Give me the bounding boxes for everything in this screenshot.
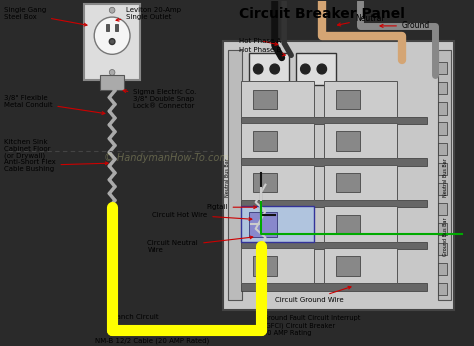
Bar <box>230 223 238 235</box>
Bar <box>249 212 277 237</box>
Bar <box>241 117 427 124</box>
Bar <box>324 81 397 117</box>
Bar <box>230 122 238 135</box>
Bar <box>241 283 427 291</box>
Bar <box>254 173 277 192</box>
Bar <box>241 248 314 283</box>
Bar <box>241 242 427 249</box>
Bar <box>100 75 124 90</box>
Text: Circuit Hot Wire: Circuit Hot Wire <box>152 211 252 220</box>
FancyBboxPatch shape <box>223 40 454 310</box>
Bar <box>241 206 314 242</box>
Bar <box>115 24 118 31</box>
Bar <box>324 248 397 283</box>
Bar <box>296 53 336 85</box>
Bar <box>230 82 238 94</box>
Bar <box>241 165 314 200</box>
Bar <box>438 203 447 215</box>
Bar <box>241 206 314 242</box>
Text: Circuit Neutral
Wire: Circuit Neutral Wire <box>147 236 253 253</box>
Text: NM-B 12/2 Cable (20 AMP Rated): NM-B 12/2 Cable (20 AMP Rated) <box>95 337 210 344</box>
Text: Hot Phase B: Hot Phase B <box>239 47 285 56</box>
Circle shape <box>109 7 115 13</box>
Bar <box>438 163 447 175</box>
Text: Branch Circuit: Branch Circuit <box>109 315 158 320</box>
Text: 3/8" Flexible
Metal Conduit: 3/8" Flexible Metal Conduit <box>4 95 105 115</box>
Bar <box>230 143 238 155</box>
Bar <box>230 203 238 215</box>
Text: Anti-Short Flex
Cable Bushing: Anti-Short Flex Cable Bushing <box>4 159 108 172</box>
Circle shape <box>317 64 327 74</box>
Circle shape <box>301 64 310 74</box>
Text: Circuit Breaker Panel: Circuit Breaker Panel <box>239 7 405 21</box>
Bar <box>438 183 447 195</box>
Bar <box>438 102 447 115</box>
Bar <box>241 158 427 165</box>
Text: Sigma Electric Co.
3/8" Double Snap
Lock® Connector: Sigma Electric Co. 3/8" Double Snap Lock… <box>123 89 197 109</box>
Bar <box>230 163 238 175</box>
Bar <box>249 53 289 85</box>
Bar <box>438 122 447 135</box>
Bar <box>336 173 359 192</box>
Bar <box>254 90 277 109</box>
Text: Ground: Ground <box>380 21 430 30</box>
Bar <box>336 90 359 109</box>
Bar <box>438 62 447 74</box>
Bar <box>230 263 238 275</box>
Bar <box>254 215 277 234</box>
Text: © HandymanHow-To.com: © HandymanHow-To.com <box>104 153 229 163</box>
Bar <box>107 24 109 31</box>
Text: Neutral Bus Bar: Neutral Bus Bar <box>225 158 229 197</box>
Bar <box>230 62 238 74</box>
Text: Pigtail: Pigtail <box>206 204 256 210</box>
Text: Neutral: Neutral <box>337 14 383 26</box>
Bar <box>324 206 397 242</box>
Bar <box>230 283 238 295</box>
Text: Ground Bus Bar: Ground Bus Bar <box>443 217 448 256</box>
Bar <box>230 102 238 115</box>
Bar <box>336 256 359 276</box>
Bar <box>438 143 447 155</box>
Bar <box>336 215 359 234</box>
Bar <box>241 123 314 158</box>
Text: Hot Phase A: Hot Phase A <box>239 38 282 45</box>
Bar <box>241 81 314 117</box>
Bar <box>438 51 451 300</box>
Bar <box>324 123 397 158</box>
Bar <box>438 263 447 275</box>
Circle shape <box>254 64 263 74</box>
Bar <box>254 256 277 276</box>
Bar <box>438 283 447 295</box>
Circle shape <box>109 70 115 75</box>
Bar <box>438 223 447 235</box>
Circle shape <box>109 39 115 45</box>
Bar <box>230 183 238 195</box>
Text: Circuit Ground Wire: Circuit Ground Wire <box>275 286 351 303</box>
Bar <box>324 165 397 200</box>
Bar <box>336 131 359 151</box>
Circle shape <box>94 17 130 54</box>
Text: Ground Fault Circuit Interrupt
(GFCI) Circuit Breaker
20 AMP Rating: Ground Fault Circuit Interrupt (GFCI) Ci… <box>263 315 360 336</box>
Text: Leviton 20-Amp
Single Outlet: Leviton 20-Amp Single Outlet <box>116 7 181 21</box>
Bar <box>230 243 238 255</box>
Bar <box>84 4 140 80</box>
Text: Kitchen Sink
Cabinet Floor
(or Drywall): Kitchen Sink Cabinet Floor (or Drywall) <box>4 139 50 159</box>
Bar <box>438 82 447 94</box>
Bar <box>438 243 447 255</box>
Bar <box>241 200 427 207</box>
Bar <box>254 131 277 151</box>
Text: Single Gang
Steel Box: Single Gang Steel Box <box>4 7 87 26</box>
Text: Neutral Bus Bar: Neutral Bus Bar <box>443 158 448 197</box>
Bar <box>228 51 242 300</box>
Circle shape <box>270 64 279 74</box>
